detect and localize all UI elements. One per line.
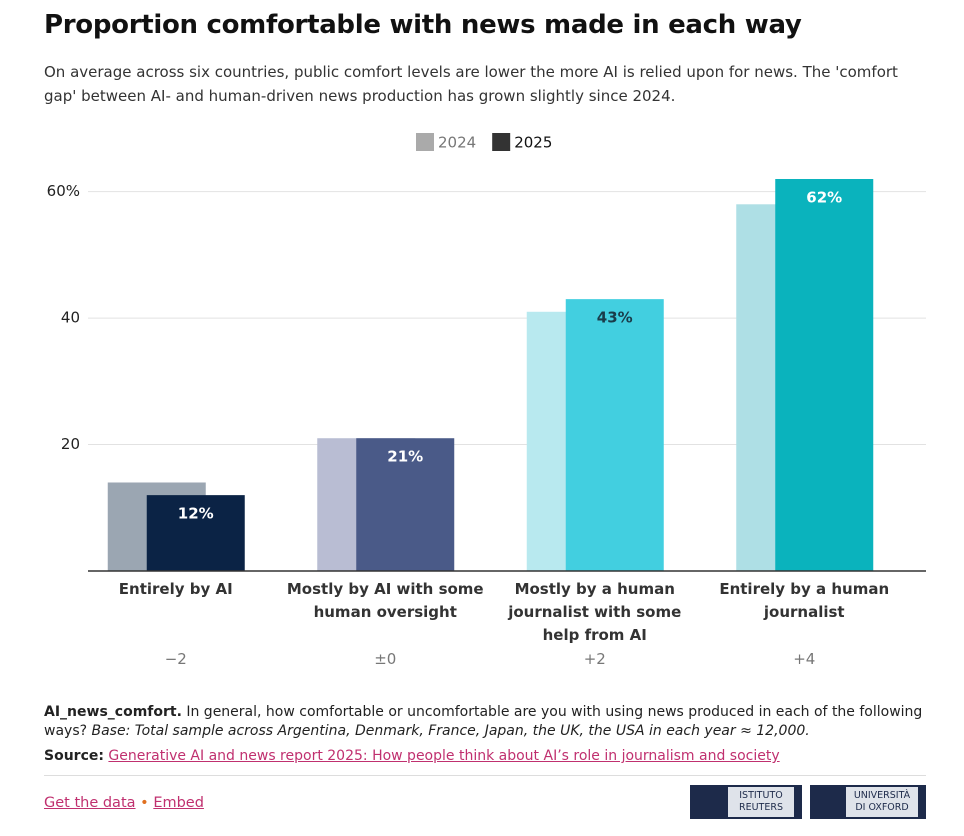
base-note: Base: Total sample across Argentina, Den… [91,723,810,739]
chart-title: Proportion comfortable with news made in… [44,10,802,40]
y-tick-label: 20 [61,435,80,453]
oxford-logo-text: UNIVERSITÀ DI OXFORD [846,787,918,817]
legend-swatch [416,133,434,151]
x-tick-label: Mostly by AI with some human oversight [286,580,484,621]
bar [356,438,455,571]
bar [565,299,664,571]
source-label: Source: [44,748,104,764]
legend-swatch [492,133,511,151]
value-label: 21% [387,448,423,466]
value-label: 62% [806,189,842,207]
embed-link[interactable]: Embed [153,795,204,811]
source: Source: Generative AI and news report 20… [44,748,780,764]
comfort-gap-label: +4 [793,650,816,668]
reuters-logo: ISTITUTO REUTERS [690,785,802,819]
oxford-logo: UNIVERSITÀ DI OXFORD [810,785,926,819]
source-link[interactable]: Generative AI and news report 2025: How … [108,748,780,764]
y-tick-label: 60% [47,182,80,200]
question: In general, how comfortable or uncomfort… [44,704,923,739]
bar [775,179,874,571]
divider [44,775,926,776]
x-tick-label: Entirely by AI [118,580,233,598]
x-tick-label: Entirely by a human journalist [719,580,890,621]
comfort-gap-label: +2 [583,650,606,668]
comfort-gap-label: ±0 [374,650,397,668]
legend-label: 2025 [514,134,552,152]
reuters-logo-text: ISTITUTO REUTERS [728,787,794,817]
question-id: AI_news_comfort. [44,704,182,720]
y-tick-label: 40 [61,309,80,327]
footnote: AI_news_comfort. In general, how comfort… [44,703,924,741]
footer-links: Get the data • Embed [44,795,204,811]
value-label: 12% [178,505,214,523]
legend-label: 2024 [438,134,476,152]
get-data-link[interactable]: Get the data [44,795,136,811]
comfort-gap-label: −2 [164,650,187,668]
x-tick-label: Mostly by a human journalist with some h… [508,580,682,644]
bar [146,495,245,571]
value-label: 43% [597,309,633,327]
chart-subtitle: On average across six countries, public … [44,63,898,105]
